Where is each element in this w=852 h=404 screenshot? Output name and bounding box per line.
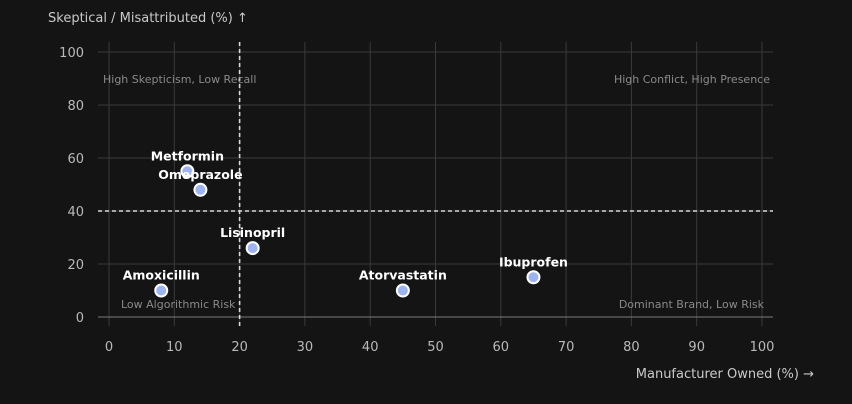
data-point-label: Atorvastatin (359, 268, 447, 283)
y-tick-label: 0 (76, 311, 84, 326)
y-axis-title: Skeptical / Misattributed (%) ↑ (48, 11, 248, 26)
data-point-label: Omeprazole (158, 167, 242, 182)
quadrant-labels: High Skepticism, Low Recall High Conflic… (103, 73, 770, 311)
y-tick-label: 20 (67, 258, 84, 273)
quadrant-label-bottom-right: Dominant Brand, Low Risk (619, 298, 765, 311)
data-point (154, 283, 169, 298)
data-point (245, 241, 260, 256)
x-tick-label: 100 (750, 340, 775, 355)
x-tick-label: 40 (362, 340, 379, 355)
y-tick-label: 100 (59, 46, 84, 61)
y-tick-label: 40 (67, 205, 84, 220)
x-tick-label: 0 (105, 340, 113, 355)
x-tick-label: 50 (427, 340, 444, 355)
quadrant-label-top-left: High Skepticism, Low Recall (103, 73, 256, 86)
data-point (526, 270, 541, 285)
x-tick-label: 10 (166, 340, 183, 355)
data-points: Metformin Omeprazole Lisinopril Amoxicillin… (123, 148, 568, 298)
x-tick-label: 90 (688, 340, 705, 355)
x-tick-label: 30 (297, 340, 314, 355)
y-tick-label: 60 (67, 152, 84, 167)
quadrant-label-top-right: High Conflict, High Presence (614, 73, 770, 86)
x-tick-label: 80 (623, 340, 640, 355)
data-point-label: Amoxicillin (123, 268, 200, 283)
data-point (395, 283, 410, 298)
data-point-label: Lisinopril (220, 225, 285, 240)
x-tick-label: 70 (558, 340, 575, 355)
x-tick-label: 60 (493, 340, 510, 355)
x-axis-title: Manufacturer Owned (%) → (636, 367, 814, 382)
data-point (180, 164, 195, 179)
reference-lines (98, 42, 773, 326)
data-point-label: Metformin (151, 148, 224, 163)
tick-labels: 0 10 20 30 40 50 60 70 80 90 100 0 20 40 60 80 100 (59, 46, 774, 355)
quadrant-label-bottom-left: Low Algorithmic Risk (121, 298, 236, 311)
data-point (193, 182, 208, 197)
data-point-label: Ibuprofen (499, 254, 568, 269)
x-tick-label: 20 (231, 340, 248, 355)
y-tick-label: 80 (67, 99, 84, 114)
